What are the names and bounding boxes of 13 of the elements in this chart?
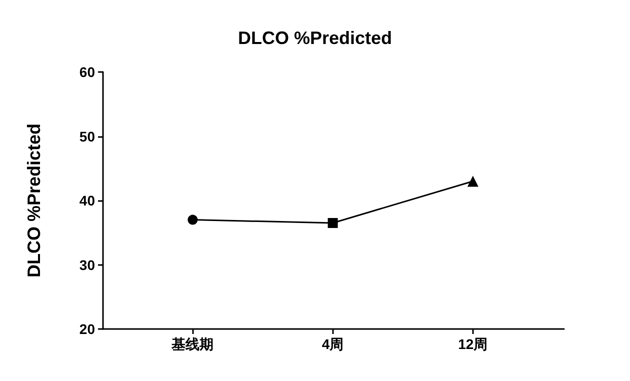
- x-tick-label: 4周: [322, 336, 344, 352]
- point: [328, 218, 338, 228]
- x-tick-label: 12周: [458, 336, 488, 352]
- x-tick-label: 基线期: [170, 336, 214, 352]
- y-axis-title: DLCO %Predicted: [24, 123, 44, 278]
- y-tick-label: 20: [79, 321, 96, 337]
- chart-title: DLCO %Predicted: [238, 28, 392, 48]
- point: [188, 214, 198, 225]
- point: [467, 176, 478, 187]
- y-tick-label: 30: [79, 256, 96, 273]
- y-tick-label: 50: [79, 128, 96, 144]
- y-tick-label: 40: [79, 192, 96, 208]
- y-tick-label: 60: [79, 64, 96, 80]
